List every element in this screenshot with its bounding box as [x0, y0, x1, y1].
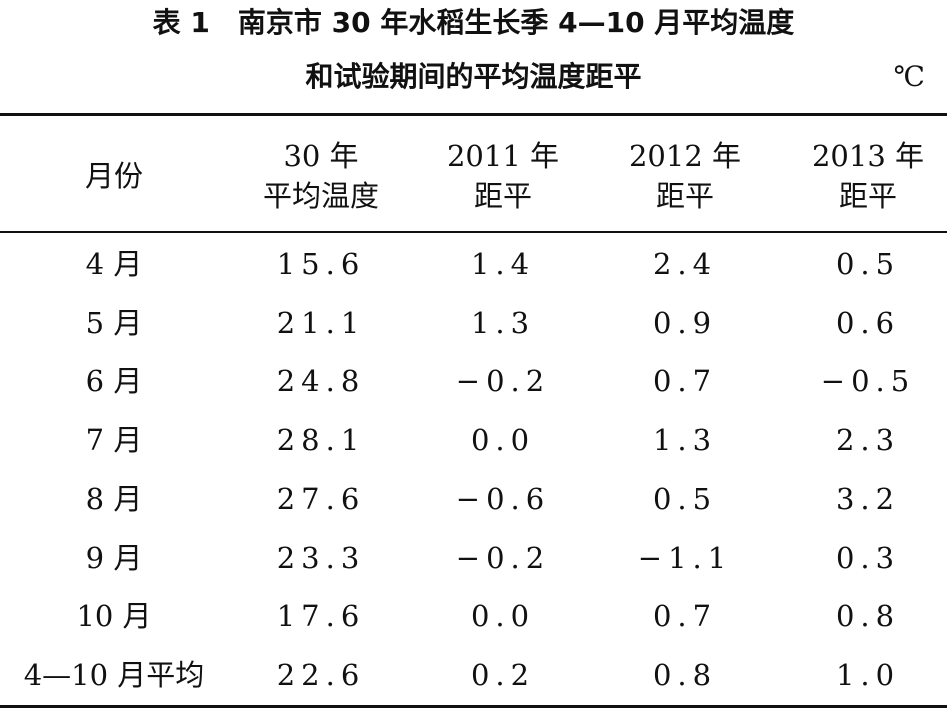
- table-cell-month: 4—10 月平均: [23, 657, 205, 692]
- table-cell-avg-30yr: 24.8: [276, 364, 366, 399]
- header-2013-line2: 距平: [838, 179, 898, 213]
- table-cell-anomaly-2013: 0.5: [835, 247, 901, 281]
- table-cell-avg-30yr: 28.1: [276, 423, 366, 458]
- table-cell-anomaly-2011: 0.0: [470, 599, 536, 634]
- table-cell-month: 5 月: [85, 305, 143, 340]
- table-cell-month: 10 月: [76, 599, 152, 634]
- header-30yr-avg-line1: 30 年: [283, 139, 359, 173]
- table-cell-avg-30yr: 27.6: [276, 481, 366, 516]
- header-2012-line1: 2012 年: [628, 139, 742, 173]
- header-2011-line2: 距平: [473, 179, 533, 213]
- table-cell-anomaly-2012: 0.9: [652, 305, 718, 340]
- table-cell-month: 8 月: [85, 481, 143, 516]
- table-cell-month: 4 月: [85, 247, 143, 281]
- table-title: 表 1 南京市 30 年水稻生长季 4—10 月平均温度: [0, 5, 947, 41]
- table-bottom-rule: [0, 705, 947, 708]
- table-cell-anomaly-2011: 1.4: [470, 247, 536, 281]
- table-cell-anomaly-2013: 3.2: [835, 481, 901, 516]
- table-label: 表 1: [152, 6, 210, 39]
- table-cell-anomaly-2012: 0.5: [652, 481, 718, 516]
- table-header-rule: [0, 231, 947, 233]
- table-cell-anomaly-2013: 0.3: [835, 540, 901, 575]
- table-cell-anomaly-2013: −0.5: [820, 364, 916, 399]
- header-2011-line1: 2011 年: [446, 139, 560, 173]
- table-cell-avg-30yr: 17.6: [276, 599, 366, 634]
- table-cell-month: 9 月: [85, 540, 143, 575]
- table-cell-anomaly-2011: −0.2: [455, 364, 551, 399]
- table-cell-anomaly-2012: 0.7: [652, 599, 718, 634]
- table-cell-anomaly-2013: 0.6: [835, 305, 901, 340]
- table-cell-anomaly-2011: 1.3: [470, 305, 536, 340]
- table-cell-avg-30yr: 22.6: [276, 657, 366, 692]
- header-2012-line2: 距平: [655, 179, 715, 213]
- table-cell-anomaly-2012: 0.8: [652, 657, 718, 692]
- table-top-rule: [0, 113, 947, 116]
- table-cell-anomaly-2012: 1.3: [652, 423, 718, 458]
- table-cell-anomaly-2013: 2.3: [835, 423, 901, 458]
- header-2013-line1: 2013 年: [811, 139, 925, 173]
- table-cell-anomaly-2012: 2.4: [652, 247, 718, 281]
- table-cell-anomaly-2013: 1.0: [835, 657, 901, 692]
- table-title-line2: 和试验期间的平均温度距平: [305, 60, 642, 93]
- table-cell-anomaly-2012: 0.7: [652, 364, 718, 399]
- table-cell-avg-30yr: 21.1: [276, 305, 366, 340]
- table-cell-anomaly-2011: −0.2: [455, 540, 551, 575]
- table-cell-avg-30yr: 23.3: [276, 540, 366, 575]
- table-title-text: 南京市 30 年水稻生长季 4—10 月平均温度: [237, 6, 795, 39]
- table-cell-anomaly-2011: 0.0: [470, 423, 536, 458]
- table-cell-month: 6 月: [85, 364, 143, 399]
- table-cell-avg-30yr: 15.6: [276, 247, 366, 281]
- table-cell-anomaly-2012: −1.1: [637, 540, 733, 575]
- header-30yr-avg-line2: 平均温度: [262, 179, 380, 213]
- header-month: 月份: [84, 159, 144, 193]
- unit-label: ℃: [893, 60, 925, 93]
- table-cell-anomaly-2011: −0.6: [455, 481, 551, 516]
- table-cell-month: 7 月: [85, 423, 143, 458]
- table-cell-anomaly-2013: 0.8: [835, 599, 901, 634]
- table-cell-anomaly-2011: 0.2: [470, 657, 536, 692]
